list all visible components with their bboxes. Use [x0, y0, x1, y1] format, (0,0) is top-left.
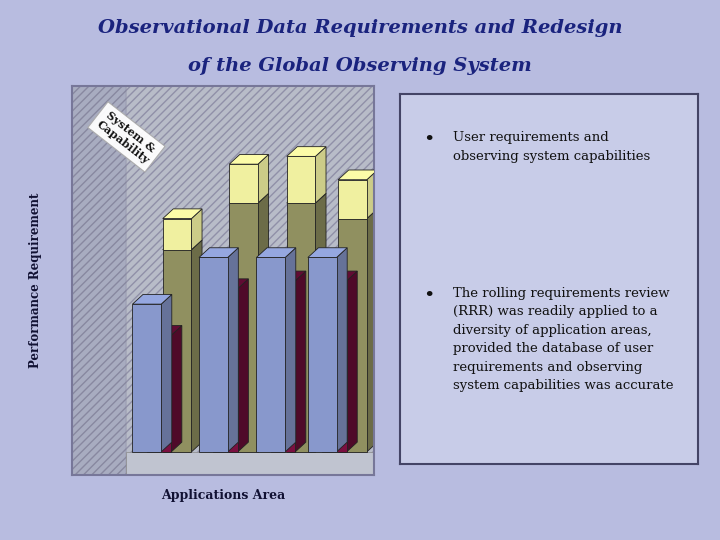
Polygon shape — [337, 248, 347, 452]
Polygon shape — [338, 209, 377, 219]
Polygon shape — [229, 203, 258, 452]
Polygon shape — [338, 219, 367, 452]
Polygon shape — [258, 154, 269, 203]
Polygon shape — [163, 240, 202, 249]
Polygon shape — [287, 193, 326, 203]
Polygon shape — [285, 248, 296, 452]
Polygon shape — [315, 147, 326, 203]
Text: User requirements and
observing system capabilities: User requirements and observing system c… — [454, 131, 651, 163]
Text: Performance Requirement: Performance Requirement — [30, 193, 42, 368]
Text: System &
Capability: System & Capability — [94, 108, 159, 166]
Polygon shape — [308, 258, 337, 452]
Polygon shape — [229, 193, 269, 203]
Polygon shape — [229, 164, 258, 203]
Polygon shape — [161, 294, 172, 452]
Polygon shape — [163, 249, 192, 452]
Polygon shape — [163, 209, 202, 219]
Polygon shape — [147, 326, 182, 335]
Polygon shape — [132, 294, 172, 304]
Text: •: • — [423, 131, 435, 150]
Polygon shape — [287, 157, 315, 203]
Polygon shape — [256, 258, 285, 452]
Polygon shape — [323, 271, 357, 281]
Text: Observational Data Requirements and Redesign: Observational Data Requirements and Rede… — [98, 19, 622, 37]
Polygon shape — [258, 193, 269, 452]
Polygon shape — [238, 279, 248, 452]
Polygon shape — [171, 326, 182, 452]
Polygon shape — [346, 271, 357, 452]
Polygon shape — [323, 281, 346, 452]
Polygon shape — [72, 86, 127, 475]
Polygon shape — [271, 271, 306, 281]
Polygon shape — [192, 209, 202, 249]
Polygon shape — [228, 248, 238, 452]
Polygon shape — [338, 170, 377, 180]
Polygon shape — [199, 258, 228, 452]
Polygon shape — [192, 240, 202, 452]
Text: of the Global Observing System: of the Global Observing System — [188, 57, 532, 75]
Polygon shape — [199, 248, 238, 258]
Polygon shape — [367, 170, 377, 219]
Polygon shape — [132, 304, 161, 452]
Polygon shape — [163, 219, 192, 249]
Polygon shape — [338, 180, 367, 219]
Text: Applications Area: Applications Area — [161, 489, 285, 502]
Text: The rolling requirements review
(RRR) was readily applied to a
diversity of appl: The rolling requirements review (RRR) wa… — [454, 287, 674, 393]
Text: •: • — [423, 287, 435, 305]
Polygon shape — [295, 271, 306, 452]
Polygon shape — [229, 154, 269, 164]
Polygon shape — [287, 147, 326, 157]
Polygon shape — [147, 335, 171, 452]
Polygon shape — [213, 279, 248, 288]
Polygon shape — [256, 248, 296, 258]
Polygon shape — [127, 86, 374, 475]
Polygon shape — [367, 209, 377, 452]
Polygon shape — [315, 193, 326, 452]
Polygon shape — [271, 281, 295, 452]
Polygon shape — [308, 248, 347, 258]
Polygon shape — [287, 203, 315, 452]
Polygon shape — [127, 452, 374, 475]
Polygon shape — [213, 288, 238, 452]
